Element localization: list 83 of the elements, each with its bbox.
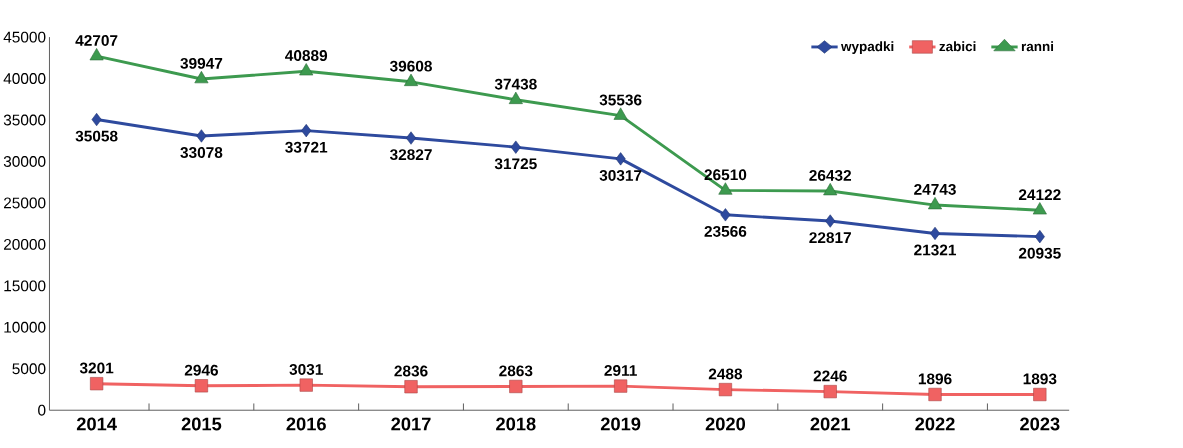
data-label: 39947 — [180, 58, 223, 70]
x-tick-label: 2017 — [391, 417, 431, 431]
data-label: 3031 — [289, 364, 323, 376]
data-label: 24122 — [1018, 189, 1061, 201]
data-label: 30317 — [599, 170, 642, 182]
point — [928, 388, 942, 402]
legend-label: wypadki — [840, 41, 894, 55]
x-tick-label: 2023 — [1020, 417, 1060, 431]
x-tick-label: 2022 — [915, 417, 955, 431]
point — [196, 129, 207, 143]
data-label: 33721 — [285, 142, 328, 153]
x-tick-label: 2015 — [181, 417, 222, 431]
data-label: 3201 — [79, 362, 114, 374]
data-label: 2946 — [184, 364, 218, 376]
y-tick-label: 25000 — [3, 197, 46, 209]
data-label: 2836 — [394, 365, 428, 377]
y-tick-label: 5000 — [12, 363, 46, 375]
data-label: 1893 — [1023, 373, 1057, 385]
point — [930, 227, 941, 241]
data-label: 2488 — [708, 368, 743, 380]
data-label: 2911 — [604, 365, 637, 377]
point — [1032, 202, 1047, 215]
y-tick-label: 40000 — [3, 73, 46, 85]
point — [509, 380, 523, 394]
y-tick-label: 20000 — [3, 239, 46, 251]
point — [825, 214, 836, 228]
point — [613, 107, 628, 120]
data-label: 32827 — [389, 149, 432, 161]
x-tick-label: 2021 — [810, 417, 851, 431]
point — [89, 48, 104, 61]
point — [510, 140, 521, 154]
point — [90, 377, 104, 391]
data-label: 24743 — [914, 184, 956, 196]
point — [508, 92, 523, 105]
point — [194, 379, 208, 393]
point — [823, 385, 837, 399]
point — [718, 383, 732, 397]
point — [1034, 230, 1045, 244]
data-label: 26510 — [704, 169, 747, 181]
point — [91, 113, 102, 127]
y-tick-label: 0 — [38, 405, 46, 416]
data-label: 26432 — [809, 170, 852, 182]
point — [299, 63, 314, 76]
x-tick-label: 2019 — [600, 417, 641, 431]
data-label: 42707 — [75, 35, 118, 47]
data-label: 35058 — [75, 130, 118, 142]
x-tick-label: 2020 — [705, 417, 746, 431]
y-tick-label: 10000 — [4, 322, 46, 333]
point — [614, 379, 628, 393]
point — [1033, 388, 1047, 402]
data-label: 2863 — [499, 365, 533, 377]
x-tick-label: 2016 — [286, 417, 326, 431]
data-label: 2246 — [813, 370, 847, 382]
point — [823, 183, 838, 196]
data-label: 37438 — [494, 78, 537, 90]
legend-label: ranni — [1021, 41, 1054, 52]
point — [406, 131, 417, 145]
data-label: 1896 — [918, 373, 952, 385]
x-tick-label: 2018 — [496, 417, 536, 431]
data-label: 21321 — [914, 244, 957, 256]
point — [404, 74, 419, 87]
legend-label: zabici — [939, 41, 976, 52]
data-label: 31725 — [494, 158, 537, 170]
point — [720, 208, 731, 222]
y-tick-label: 45000 — [3, 31, 46, 43]
point — [615, 152, 626, 166]
data-label: 33078 — [180, 147, 223, 159]
point — [194, 71, 209, 84]
data-label: 35536 — [599, 94, 642, 106]
x-tick-label: 2014 — [76, 417, 117, 431]
point — [718, 182, 733, 195]
data-label: 20935 — [1018, 248, 1061, 259]
data-label: 23566 — [704, 226, 747, 238]
y-tick-label: 35000 — [3, 114, 46, 126]
point — [928, 197, 943, 210]
point — [299, 378, 313, 392]
data-label: 40889 — [285, 50, 328, 62]
data-label: 22817 — [809, 232, 851, 244]
point — [301, 124, 312, 138]
data-label: 39608 — [389, 60, 432, 72]
y-tick-label: 30000 — [3, 156, 46, 168]
point — [404, 380, 418, 394]
y-tick-label: 15000 — [4, 280, 46, 292]
